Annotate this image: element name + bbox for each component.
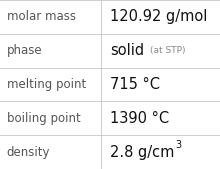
Text: 1390 °C: 1390 °C [110,111,169,126]
Text: density: density [7,146,50,159]
Text: 120.92 g/mol: 120.92 g/mol [110,9,207,24]
Text: 3: 3 [176,140,181,150]
Text: melting point: melting point [7,78,86,91]
Text: molar mass: molar mass [7,10,76,23]
Text: 2.8 g/cm: 2.8 g/cm [110,145,174,160]
Text: boiling point: boiling point [7,112,80,125]
Text: (at STP): (at STP) [150,46,185,55]
Text: solid: solid [110,43,144,58]
Text: phase: phase [7,44,42,57]
Text: 715 °C: 715 °C [110,77,160,92]
